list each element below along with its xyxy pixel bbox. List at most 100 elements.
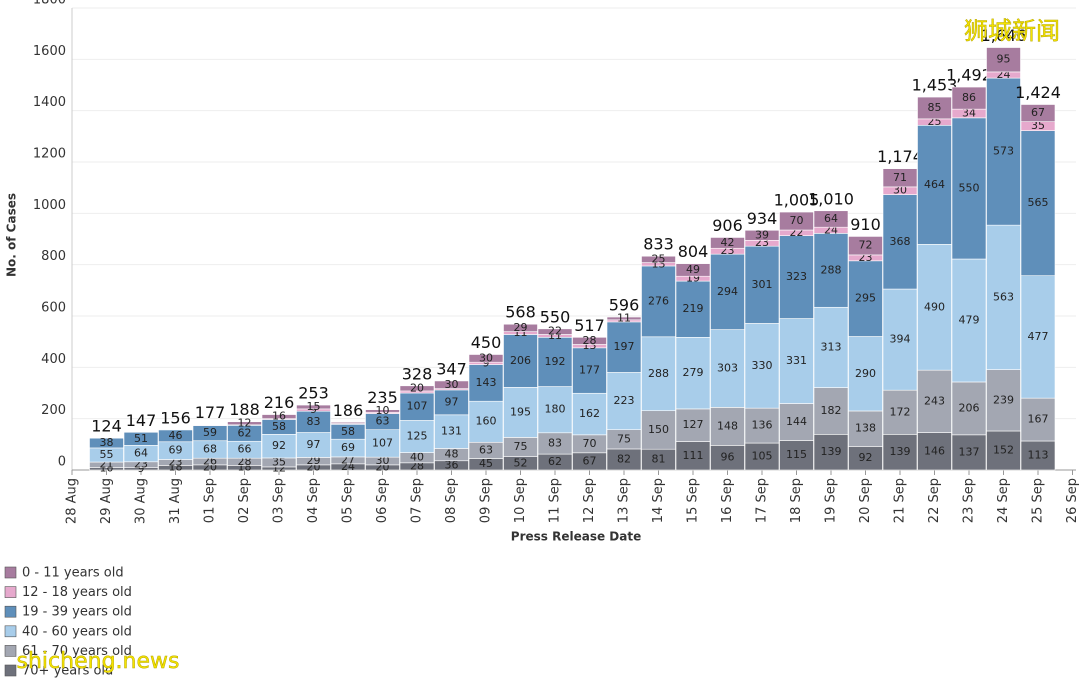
bar-segment xyxy=(606,372,642,431)
bar-segment xyxy=(917,96,952,120)
x-tick-label: 05 Sep xyxy=(341,478,356,523)
watermark: 狮城新闻 xyxy=(964,17,1060,45)
total-label: 347 xyxy=(436,359,467,378)
segment-label: 11 xyxy=(617,311,631,324)
x-tick-label: 09 Sep xyxy=(479,478,494,523)
segment-label: 59 xyxy=(203,426,217,439)
x-tick-label: 15 Sep xyxy=(686,478,701,523)
segment-label: 323 xyxy=(786,270,807,283)
segment-label: 29 xyxy=(514,321,528,334)
bar-segment xyxy=(572,392,607,436)
bar-segment xyxy=(1020,104,1056,123)
segment-label: 182 xyxy=(821,404,842,417)
x-tick-label: 20 Sep xyxy=(858,478,873,523)
total-label: 186 xyxy=(333,401,364,420)
bar-segment xyxy=(779,318,814,404)
x-tick-label: 21 Sep xyxy=(893,478,908,523)
x-tick-label: 02 Sep xyxy=(237,478,252,523)
segment-label: 394 xyxy=(890,333,911,346)
segment-label: 313 xyxy=(821,340,842,353)
segment-label: 288 xyxy=(648,367,669,380)
segment-label: 9 xyxy=(138,462,145,475)
bar-segment xyxy=(330,421,366,424)
segment-label: 75 xyxy=(514,440,528,453)
bar-segment xyxy=(848,236,883,256)
bar-segment xyxy=(779,211,814,231)
segment-label: 206 xyxy=(959,401,980,414)
legend-label: 0 - 11 years old xyxy=(22,566,124,581)
segment-label: 139 xyxy=(890,445,911,458)
bar-segment xyxy=(399,392,435,421)
bar-segment xyxy=(675,441,711,471)
y-tick-label: 400 xyxy=(41,352,66,367)
segment-label: 477 xyxy=(1028,330,1049,343)
total-label: 235 xyxy=(367,388,398,407)
segment-label: 197 xyxy=(614,340,635,353)
bar-segment xyxy=(882,434,918,471)
segment-label: 331 xyxy=(786,354,807,367)
legend-label: 70+ years old xyxy=(22,664,113,679)
segment-label: 160 xyxy=(476,415,497,428)
segment-label: 83 xyxy=(307,415,321,428)
total-label: 1,174 xyxy=(877,147,923,166)
bar-segment xyxy=(468,354,504,363)
bar-segment xyxy=(675,408,711,442)
x-tick-label: 16 Sep xyxy=(720,478,735,523)
segment-label: 63 xyxy=(479,443,493,456)
segment-label: 92 xyxy=(272,439,286,452)
segment-label: 150 xyxy=(648,423,669,436)
bar-segment xyxy=(951,117,987,260)
segment-label: 219 xyxy=(683,302,704,315)
segment-label: 30 xyxy=(445,378,459,391)
x-tick-label: 10 Sep xyxy=(513,478,528,523)
x-tick-label: 03 Sep xyxy=(272,478,287,523)
segment-label: 148 xyxy=(717,419,738,432)
segment-label: 67 xyxy=(1031,106,1045,119)
total-label: 1,646 xyxy=(981,26,1027,45)
bar-segment xyxy=(848,260,883,337)
x-tick-label: 30 Aug xyxy=(134,478,149,524)
total-label: 216 xyxy=(264,393,295,412)
segment-label: 68 xyxy=(203,442,217,455)
bar-segment xyxy=(710,253,745,330)
segment-label: 69 xyxy=(169,444,183,457)
segment-label: 192 xyxy=(545,355,566,368)
segment-label: 9 xyxy=(483,356,490,369)
bar-segment xyxy=(606,321,642,373)
total-label: 550 xyxy=(540,307,571,326)
segment-label: 96 xyxy=(721,451,735,464)
bar-segment xyxy=(917,369,952,433)
total-label: 124 xyxy=(91,417,122,436)
segment-label: 86 xyxy=(962,91,976,104)
segment-label: 107 xyxy=(372,436,393,449)
segment-label: 107 xyxy=(407,400,428,413)
bar-segment xyxy=(641,255,676,263)
x-tick-label: 29 Aug xyxy=(99,478,114,524)
segment-label: 180 xyxy=(545,403,566,416)
watermark: shicheng.news xyxy=(17,649,180,674)
x-tick-label: 08 Sep xyxy=(444,478,459,523)
bar-segment xyxy=(641,410,676,450)
total-label: 934 xyxy=(747,209,778,228)
segment-label: 464 xyxy=(924,178,945,191)
bar-segment xyxy=(641,336,676,412)
x-tick-label: 31 Aug xyxy=(168,478,183,524)
segment-label: 146 xyxy=(924,444,945,457)
segment-label: 85 xyxy=(928,101,942,114)
bar-segment xyxy=(710,407,745,446)
segment-label: 82 xyxy=(617,452,631,465)
segment-label: 83 xyxy=(548,436,562,449)
segment-label: 55 xyxy=(100,448,114,461)
bar-segment xyxy=(813,306,849,388)
x-tick-label: 06 Sep xyxy=(375,478,390,523)
segment-label: 97 xyxy=(445,395,459,408)
bar-segment xyxy=(744,323,780,409)
segment-label: 75 xyxy=(617,432,631,445)
segment-label: 243 xyxy=(924,394,945,407)
segment-label: 330 xyxy=(752,359,773,372)
legend-swatch xyxy=(4,625,17,638)
bar-segment xyxy=(123,431,159,446)
bar-segment xyxy=(710,445,745,471)
segment-label: 42 xyxy=(721,236,735,249)
segment-label: 301 xyxy=(752,278,773,291)
